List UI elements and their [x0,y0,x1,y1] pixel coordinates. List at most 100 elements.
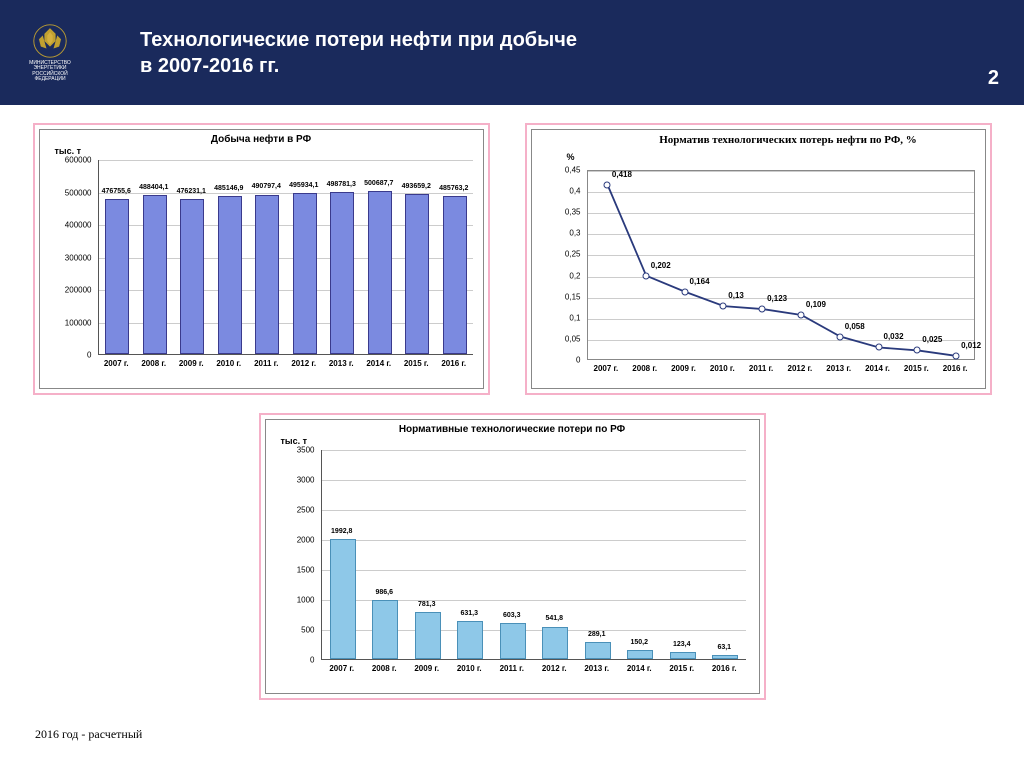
y-tick: 500000 [65,188,92,197]
x-tick: 2009 г. [671,364,696,373]
x-tick: 2014 г. [865,364,890,373]
y-tick: 0,15 [565,292,581,301]
y-tick: 200000 [65,286,92,295]
y-tick: 0,25 [565,250,581,259]
bar-value-label: 493659,2 [402,183,431,190]
bar [330,192,354,354]
ministry-emblem: МИНИСТЕРСТВО ЭНЕРГЕТИКИ РОССИЙСКОЙ ФЕДЕР… [20,23,80,83]
page-number: 2 [988,67,999,90]
footnote: 2016 год - расчетный [35,727,142,742]
x-tick: 2010 г. [457,664,482,673]
chart1-box: Добыча нефти в РФтыс. т01000002000003000… [39,129,484,389]
grid-line [322,510,746,511]
chart-title: Добыча нефти в РФ [40,130,483,149]
point-label: 0,202 [651,261,671,270]
bar [255,195,279,355]
top-row: Добыча нефти в РФтыс. т01000002000003000… [35,123,989,395]
bar [415,612,441,659]
slide-title: Технологические потери нефти при добыче … [140,27,577,79]
bar [670,652,696,659]
bar-value-label: 781,3 [418,601,436,608]
x-tick: 2012 г. [788,364,813,373]
grid-line [99,160,473,161]
bar-value-label: 500687,7 [364,180,393,187]
line-marker [914,347,921,354]
bar [368,191,392,354]
y-tick: 0 [576,356,580,365]
x-tick: 2015 г. [404,359,429,368]
y-tick: 0,45 [565,166,581,175]
grid-line [322,570,746,571]
chart-title: Нормативные технологические потери по РФ [266,420,759,439]
y-tick: 1000 [297,596,315,605]
grid-line [322,540,746,541]
y-tick: 0,2 [569,271,580,280]
grid-line [322,450,746,451]
x-tick: 2012 г. [542,664,567,673]
x-tick: 2007 г. [594,364,619,373]
point-label: 0,123 [767,294,787,303]
line-marker [642,272,649,279]
y-tick: 0,3 [569,229,580,238]
x-tick: 2011 г. [254,359,278,368]
line-marker [759,306,766,313]
bar [542,627,568,660]
bar-value-label: 631,3 [460,610,478,617]
ministry-text-2: РОССИЙСКОЙ ФЕДЕРАЦИИ [20,72,80,83]
x-tick: 2008 г. [372,664,397,673]
bar [712,655,738,659]
x-tick: 2012 г. [291,359,316,368]
y-tick: 1500 [297,566,315,575]
bar-value-label: 1992,8 [331,528,352,535]
y-tick: 100000 [65,318,92,327]
point-label: 0,025 [922,335,942,344]
bar-value-label: 498781,3 [327,181,356,188]
line-marker [603,181,610,188]
y-tick: 0 [87,351,91,360]
bar [443,196,467,354]
y-tick: 0,1 [569,313,580,322]
y-tick: 0,05 [565,334,581,343]
bar [500,623,526,659]
point-label: 0,164 [690,277,710,286]
bar-value-label: 986,6 [375,589,393,596]
point-label: 0,13 [728,291,744,300]
y-tick: 600000 [65,156,92,165]
x-tick: 2015 г. [669,664,694,673]
bar-value-label: 485146,9 [214,185,243,192]
point-label: 0,418 [612,170,632,179]
bar [405,194,429,354]
plot-area [321,450,746,660]
bar-value-label: 488404,1 [139,184,168,191]
bar-value-label: 485763,2 [439,185,468,192]
point-label: 0,032 [884,332,904,341]
bar [330,539,356,659]
line-marker [953,352,960,359]
bar [585,642,611,659]
x-tick: 2008 г. [632,364,657,373]
bar-value-label: 495934,1 [289,182,318,189]
y-tick: 2000 [297,536,315,545]
bar-value-label: 476231,1 [177,188,206,195]
bar-value-label: 150,2 [630,639,648,646]
x-tick: 2014 г. [366,359,391,368]
y-axis-label: % [567,152,575,162]
chart2-box: Норматив технологических потерь нефти по… [531,129,986,389]
bar [180,199,204,354]
x-tick: 2009 г. [179,359,204,368]
bar [627,650,653,659]
y-tick: 0 [310,656,314,665]
bar-value-label: 541,8 [545,615,563,622]
bar-value-label: 63,1 [717,644,731,651]
y-axis-label: тыс. т [281,436,308,446]
y-tick: 500 [301,626,314,635]
y-tick: 300000 [65,253,92,262]
x-tick: 2015 г. [904,364,929,373]
bar [105,199,129,354]
y-tick: 2500 [297,506,315,515]
x-tick: 2010 г. [710,364,735,373]
x-tick: 2016 г. [712,664,737,673]
bar [293,193,317,354]
bar [218,196,242,354]
line-marker [720,303,727,310]
